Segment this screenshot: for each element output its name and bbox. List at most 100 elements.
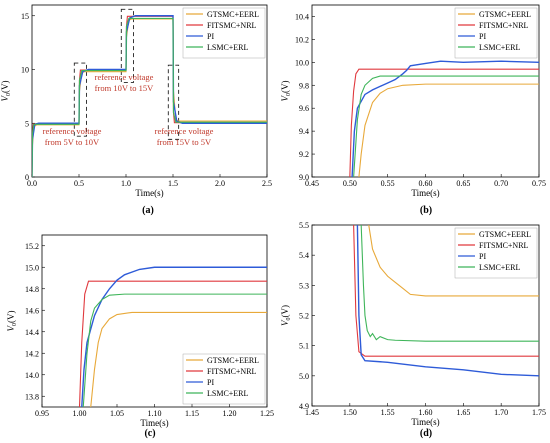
annotation-text: from 5V to 10V xyxy=(45,137,100,147)
y-tick-label: 15.0 xyxy=(25,263,39,272)
series-group xyxy=(353,225,539,377)
y-tick-label: 5.1 xyxy=(299,342,309,351)
legend-box xyxy=(182,7,266,59)
zoom-region-box xyxy=(120,8,134,83)
x-tick-label: 1.0 xyxy=(121,179,131,188)
x-tick-label: 0.60 xyxy=(419,179,433,188)
series-line xyxy=(358,83,539,177)
legend-label: GTSMC+EERL xyxy=(207,356,259,365)
y-tick-label: 14.0 xyxy=(25,371,39,380)
x-tick-label: 1.45 xyxy=(305,408,319,417)
annotation-text: from 10V to 15V xyxy=(95,83,154,93)
y-tick-label: 0 xyxy=(25,173,29,182)
y-tick-label: 5.2 xyxy=(299,312,309,321)
x-tick-label: 0.95 xyxy=(35,409,49,418)
y-tick-label: 10.4 xyxy=(295,12,309,21)
y-tick-label: 5.0 xyxy=(299,372,309,381)
y-axis-label: V0(V) xyxy=(280,305,292,326)
series-group xyxy=(78,266,267,407)
x-tick-label: 1.70 xyxy=(494,408,508,417)
annotation-text: reference voltage xyxy=(43,126,102,136)
y-tick-label: 9.4 xyxy=(299,127,309,136)
y-tick-label: 5 xyxy=(25,119,29,128)
legend-label: LSMC+ERL xyxy=(207,43,249,52)
legend-box xyxy=(454,227,538,279)
series-line xyxy=(353,75,539,177)
x-tick-label: 1.55 xyxy=(381,408,395,417)
y-tick-label: 15.2 xyxy=(25,242,39,251)
series-line xyxy=(368,225,539,297)
x-axis-label: Time(s) xyxy=(140,418,168,428)
series-line xyxy=(356,225,539,377)
series-line xyxy=(90,311,267,407)
legend-label: GTSMC+EERL xyxy=(207,10,259,19)
y-tick-label: 10.0 xyxy=(295,58,309,67)
x-tick-label: 1.25 xyxy=(260,409,274,418)
series-group xyxy=(32,15,267,177)
x-tick-label: 1.75 xyxy=(532,408,546,417)
y-tick-label: 5.4 xyxy=(299,251,309,260)
x-tick-label: 1.15 xyxy=(185,409,199,418)
series-line xyxy=(349,68,539,177)
x-tick-label: 2.5 xyxy=(262,179,272,188)
x-tick-label: 0.70 xyxy=(494,179,508,188)
x-tick-label: 1.20 xyxy=(223,409,237,418)
legend-label: LSMC+ERL xyxy=(479,263,521,272)
y-tick-label: 13.8 xyxy=(25,392,39,401)
x-tick-label: 1.10 xyxy=(148,409,162,418)
x-axis-label: Time(s) xyxy=(411,417,439,427)
legend-box xyxy=(182,353,266,405)
legend-label: LSMC+ERL xyxy=(479,43,521,52)
series-line xyxy=(351,60,539,177)
legend-label: PI xyxy=(207,32,214,41)
x-tick-label: 1.00 xyxy=(73,409,87,418)
legend-label: PI xyxy=(479,252,486,261)
series-line xyxy=(32,17,267,177)
y-tick-label: 9.2 xyxy=(299,150,309,159)
x-tick-label: 2.0 xyxy=(215,179,225,188)
y-tick-label: 9.8 xyxy=(299,81,309,90)
y-tick-label: 10.2 xyxy=(295,35,309,44)
y-tick-label: 14.8 xyxy=(25,285,39,294)
x-tick-label: 1.5 xyxy=(168,179,178,188)
x-axis-label: Time(s) xyxy=(135,188,163,198)
chart-panel: 0.95 1.00 1.05 1.10 1.15 1.20 1.25 13.8 14.0 14.2… xyxy=(6,234,274,439)
y-axis-label: V0(V) xyxy=(6,311,18,332)
y-tick-label: 9.6 xyxy=(299,104,309,113)
panel-label: (d) xyxy=(420,428,432,439)
y-tick-label: 5.3 xyxy=(299,281,309,290)
chart-panel: 1.45 1.50 1.55 1.60 1.65 1.70 1.75 4.9 5.0 5.1 5.2… xyxy=(280,221,546,439)
chart-panel: 0.0 0.5 1.0 1.5 2.0 2.5 0 5 10 15 Time(s) V0(V) (a) r… xyxy=(0,4,272,216)
y-tick-label: 5.5 xyxy=(299,221,309,230)
series-group xyxy=(349,60,539,177)
chart-panel: 0.45 0.50 0.55 0.60 0.65 0.70 0.75 9.0 9.2 9.4 9.6… xyxy=(280,4,546,216)
y-axis-label: V0(V) xyxy=(280,81,292,102)
x-tick-label: 0.50 xyxy=(343,179,357,188)
annotation-text: from 15V to 5V xyxy=(157,137,212,147)
annotation-text: reference voltage xyxy=(155,126,214,136)
x-tick-label: 1.65 xyxy=(456,408,470,417)
legend-label: GTSMC+EERL xyxy=(479,230,531,239)
panel-label: (b) xyxy=(420,205,432,216)
y-tick-label: 4.9 xyxy=(299,402,309,411)
x-tick-label: 0.55 xyxy=(381,179,395,188)
series-line xyxy=(81,266,267,407)
y-axis-label: V0(V) xyxy=(0,81,12,102)
x-tick-label: 1.60 xyxy=(419,408,433,417)
x-tick-label: 0.75 xyxy=(532,179,546,188)
legend-label: PI xyxy=(479,32,486,41)
panel-label: (a) xyxy=(142,205,154,216)
y-tick-label: 14.4 xyxy=(25,328,39,337)
series-line xyxy=(360,225,539,342)
legend-label: FITSMC+NRL xyxy=(207,367,257,376)
legend-box xyxy=(454,7,538,59)
panel-label: (c) xyxy=(144,428,155,439)
x-tick-label: 1.05 xyxy=(110,409,124,418)
x-tick-label: 0.0 xyxy=(27,179,37,188)
y-tick-label: 14.6 xyxy=(25,306,39,315)
y-tick-label: 10 xyxy=(21,66,29,75)
x-tick-label: 1.50 xyxy=(343,408,357,417)
series-line xyxy=(82,293,267,407)
x-axis-label: Time(s) xyxy=(411,188,439,198)
